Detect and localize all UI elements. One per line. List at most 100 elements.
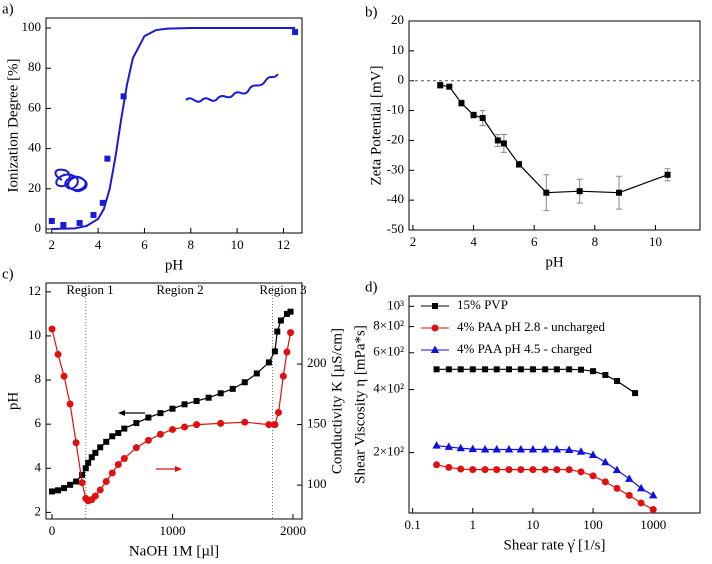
- point: [92, 449, 99, 456]
- point: [553, 466, 561, 474]
- y-tick-label: -20: [387, 131, 404, 146]
- point: [542, 366, 549, 373]
- point: [205, 394, 212, 401]
- y-tick-label: 10³: [387, 297, 404, 312]
- point: [632, 390, 639, 397]
- point: [132, 444, 140, 452]
- point: [576, 188, 583, 195]
- point: [505, 366, 512, 373]
- x-tick-label: 10: [649, 234, 662, 249]
- point: [96, 486, 104, 494]
- x-tick-label: 10: [231, 237, 244, 252]
- point: [115, 429, 122, 436]
- point: [55, 487, 62, 494]
- y2-tick-label: 150: [307, 416, 327, 431]
- x-tick-label: 8: [188, 237, 195, 252]
- series-line: [51, 27, 296, 230]
- x-axis-label: pH: [545, 254, 564, 270]
- point: [82, 465, 89, 472]
- point: [66, 400, 74, 408]
- point: [79, 471, 86, 478]
- point: [469, 366, 476, 373]
- point: [446, 83, 453, 90]
- x-tick-label: 10: [526, 517, 539, 532]
- region-label: Region 1: [66, 282, 113, 297]
- point: [85, 459, 92, 466]
- point: [61, 485, 68, 492]
- plot-frame: [408, 20, 701, 231]
- point: [193, 398, 200, 404]
- point: [181, 423, 189, 431]
- point: [433, 461, 441, 469]
- point: [121, 425, 128, 432]
- x-axis-label: Shear rate γ̇ [1/s]: [503, 537, 605, 553]
- point: [481, 466, 489, 474]
- y-tick-label: -30: [387, 161, 404, 176]
- point: [564, 445, 574, 453]
- point: [217, 419, 225, 427]
- point: [456, 443, 465, 452]
- point: [601, 457, 610, 466]
- series: [437, 81, 671, 212]
- x-tick-label: 6: [141, 237, 148, 252]
- point: [169, 405, 176, 412]
- legend-marker: [431, 324, 439, 332]
- point: [445, 463, 453, 471]
- point: [494, 137, 501, 144]
- point: [193, 421, 201, 429]
- point: [283, 348, 291, 356]
- point: [636, 483, 646, 492]
- series: [48, 325, 295, 505]
- y-tick-label: 0: [398, 72, 405, 87]
- legend-marker: [430, 345, 440, 353]
- point: [469, 466, 477, 474]
- point: [120, 93, 127, 100]
- y-tick-label: 20: [28, 180, 41, 195]
- y-axis-label: Ionization Degree [%]: [5, 58, 21, 192]
- y-tick-label: 8×10²: [373, 318, 404, 333]
- point: [565, 466, 573, 474]
- extended-chain-icon: [185, 73, 279, 103]
- y-tick-label: 100: [22, 19, 42, 34]
- point: [482, 366, 489, 373]
- point: [292, 29, 299, 36]
- x-tick-label: 100: [583, 517, 603, 532]
- point: [88, 454, 95, 461]
- point: [265, 421, 273, 429]
- x-tick-label: 1000: [640, 517, 666, 532]
- x-tick-label: 2000: [280, 523, 306, 538]
- y-tick-label: 8: [35, 371, 42, 386]
- y-tick-label: 60: [28, 99, 41, 114]
- point: [279, 372, 287, 380]
- point: [157, 410, 164, 417]
- x-tick-label: 0: [49, 523, 56, 538]
- x-axis-label: pH: [165, 257, 184, 273]
- region-label: Region 3: [259, 282, 306, 297]
- y-tick-label: 10: [28, 327, 41, 342]
- series: [433, 461, 657, 514]
- legend-label: 15% PVP: [457, 297, 508, 312]
- point: [552, 445, 562, 453]
- point: [457, 366, 464, 373]
- panel-label: c): [2, 266, 14, 282]
- point: [241, 379, 248, 386]
- point: [493, 466, 501, 474]
- point: [479, 115, 486, 122]
- point: [588, 450, 598, 458]
- point: [649, 490, 658, 499]
- point: [277, 317, 284, 324]
- point: [528, 445, 538, 453]
- point: [468, 444, 477, 453]
- point: [265, 359, 272, 366]
- plot-frame: [45, 282, 303, 520]
- y-tick-label: 6: [35, 415, 42, 430]
- x-tick-label: 1000: [159, 523, 185, 538]
- point: [616, 189, 623, 196]
- point: [48, 325, 56, 333]
- x-tick-label: 2: [49, 237, 56, 252]
- point: [590, 368, 597, 375]
- point: [271, 348, 278, 355]
- y-tick-label: 2×10²: [373, 444, 404, 459]
- series: [49, 308, 294, 495]
- point: [109, 433, 116, 440]
